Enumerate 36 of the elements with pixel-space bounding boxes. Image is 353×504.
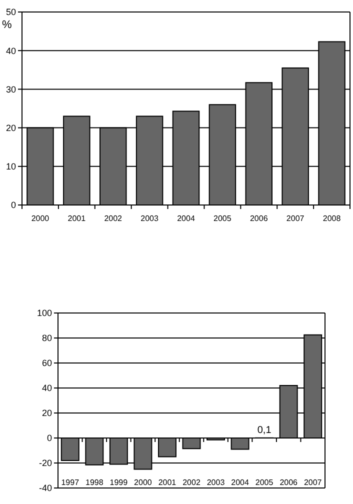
x-tick-label: 2000 (134, 478, 152, 487)
x-tick-label: 2006 (250, 214, 268, 223)
y-tick-label: 10 (6, 162, 16, 172)
x-tick-label: 2004 (177, 214, 196, 223)
y-tick-label: -40 (38, 483, 52, 494)
y-tick-label: 20 (6, 122, 16, 133)
x-tick-label: 2007 (304, 478, 322, 487)
y-axis-title: % (2, 19, 12, 31)
x-tick-label: 1999 (110, 478, 128, 487)
x-tick-label: 2000 (31, 214, 50, 223)
y-tick-label: -20 (38, 458, 52, 468)
y-tick-label: 30 (6, 84, 16, 94)
x-tick-label: 2004 (231, 478, 250, 487)
x-tick-label: 2007 (286, 214, 305, 223)
y-tick-label: 0 (10, 200, 16, 210)
y-tick-label: 100 (36, 308, 52, 318)
y-tick-label: 80 (42, 333, 52, 344)
x-tick-label: 2001 (158, 478, 177, 487)
x-tick-label: 2002 (104, 214, 123, 223)
x-tick-label: 2003 (206, 478, 226, 487)
x-tick-label: 2005 (255, 478, 274, 487)
y-tick-label: 0 (46, 433, 52, 444)
y-tick-label: 40 (42, 383, 52, 394)
y-tick-label: 50 (6, 7, 16, 18)
y-tick-label: 40 (6, 46, 16, 56)
x-tick-label: 2008 (322, 214, 342, 223)
x-tick-label: 2005 (214, 214, 232, 223)
x-tick-label: 2001 (68, 214, 86, 223)
x-tick-label: 2003 (140, 214, 160, 223)
y-tick-label: 60 (42, 358, 52, 368)
y-tick-label: 20 (42, 408, 52, 418)
x-tick-label: 1997 (61, 478, 80, 487)
x-tick-label: 2002 (182, 478, 201, 487)
x-tick-label: 1998 (86, 478, 104, 487)
data-label: 0,1 (257, 424, 272, 436)
x-tick-label: 2006 (280, 478, 298, 487)
